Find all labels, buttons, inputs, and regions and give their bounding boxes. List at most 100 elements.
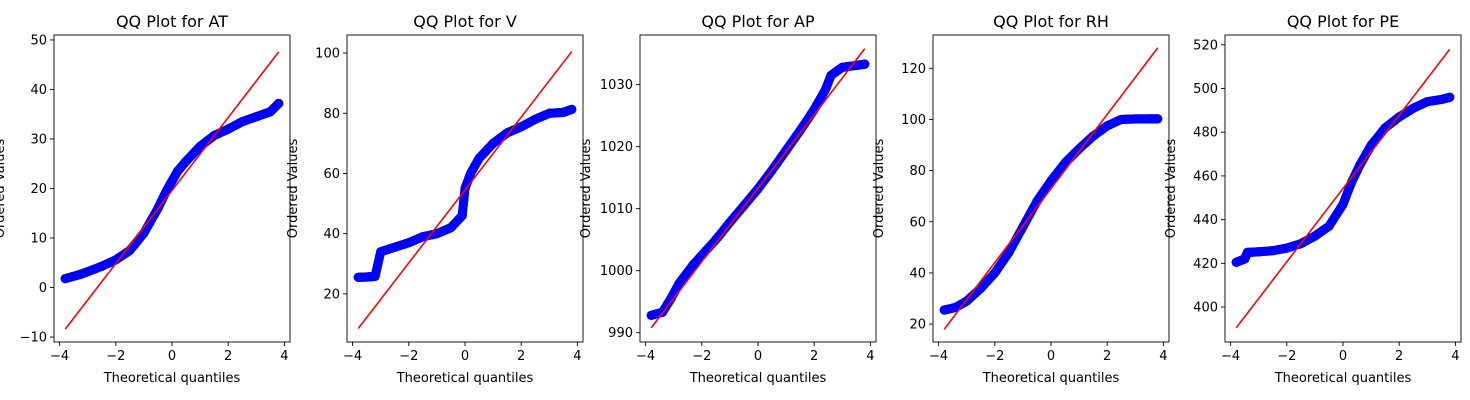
y-tick-label: 60 — [323, 167, 340, 182]
data-point — [820, 84, 831, 95]
data-point — [837, 62, 847, 72]
data-point — [851, 60, 861, 70]
y-axis-label: Ordered Values — [0, 139, 8, 239]
data-point — [432, 229, 442, 239]
data-point — [826, 70, 836, 80]
y-tick-label: 20 — [30, 182, 47, 197]
data-point — [516, 122, 526, 132]
x-tick-label: 0 — [1339, 349, 1347, 364]
data-points — [60, 98, 284, 284]
data-point — [950, 302, 961, 313]
data-point — [1436, 94, 1446, 105]
y-axis-label: Ordered Values — [286, 139, 301, 239]
x-tick-label: 2 — [517, 349, 525, 364]
data-point — [1144, 114, 1154, 124]
data-point — [530, 114, 540, 124]
chart-title: QQ Plot for V — [413, 12, 517, 31]
y-tick-label: 80 — [909, 164, 926, 179]
x-tick-label: 0 — [754, 349, 762, 364]
fit-line — [357, 51, 573, 329]
qq-panel: QQ Plot for AP −4 −2 0 2 4 990 1000 1010 1020 1030… — [579, 12, 877, 386]
y-tick-label: 40 — [909, 266, 926, 281]
qq-panel: QQ Plot for RH −4 −2 0 2 4 20 40 60 80 100 120 Theor… — [872, 12, 1170, 386]
data-point — [173, 166, 183, 176]
data-point — [488, 138, 498, 148]
data-point — [237, 117, 247, 127]
y-axis-label: Ordered Values — [579, 139, 594, 239]
data-point — [567, 104, 577, 114]
data-point — [860, 59, 870, 69]
data-point — [1004, 247, 1014, 258]
y-tick-label: 10 — [30, 232, 47, 247]
fit-line — [943, 47, 1159, 330]
data-point — [1032, 196, 1042, 206]
x-tick-label: −4 — [50, 349, 69, 364]
x-tick-label: 2 — [224, 349, 232, 364]
data-point — [795, 125, 805, 136]
data-point — [1088, 131, 1098, 141]
data-point — [1254, 247, 1264, 257]
data-point — [1324, 221, 1334, 231]
data-point — [558, 107, 568, 117]
x-axis-label: Theoretical quantiles — [1274, 371, 1412, 386]
data-point — [1338, 199, 1348, 209]
data-point — [1422, 97, 1432, 107]
data-point — [418, 232, 428, 242]
x-tick-label: −2 — [1277, 349, 1296, 364]
y-tick-label: 100 — [315, 47, 340, 62]
data-point — [939, 305, 949, 315]
data-point — [725, 217, 735, 227]
data-point — [60, 274, 70, 284]
data-point — [1060, 158, 1070, 168]
chart-title: QQ Plot for AT — [116, 12, 228, 31]
data-point — [265, 107, 275, 117]
y-tick-label: 20 — [909, 318, 926, 333]
y-tick-label: 120 — [901, 62, 926, 77]
y-tick-label: 1030 — [600, 78, 633, 93]
y-tick-label: 1020 — [600, 140, 633, 155]
data-point — [404, 238, 414, 248]
data-point — [446, 223, 456, 233]
x-axis-label: Theoretical quantiles — [103, 371, 241, 386]
x-tick-label: −4 — [1221, 349, 1240, 364]
y-tick-label: 990 — [608, 326, 633, 341]
data-point — [688, 259, 698, 270]
data-points — [1231, 92, 1455, 267]
data-point — [1310, 231, 1320, 241]
data-point — [251, 112, 261, 122]
data-point — [457, 210, 467, 221]
chart-title: QQ Plot for RH — [993, 12, 1109, 31]
y-tick-label: 480 — [1193, 126, 1218, 141]
data-point — [1231, 257, 1241, 267]
y-tick-label: 20 — [323, 287, 340, 302]
chart-title: QQ Plot for AP — [701, 12, 815, 31]
data-point — [646, 310, 656, 320]
data-point — [466, 168, 476, 179]
data-point — [353, 272, 363, 282]
data-point — [474, 153, 484, 163]
y-tick-label: 40 — [323, 227, 340, 242]
data-point — [976, 283, 986, 293]
x-tick-label: 4 — [1159, 349, 1167, 364]
y-tick-label: 40 — [30, 83, 47, 98]
x-tick-label: −2 — [106, 349, 125, 364]
x-tick-label: 0 — [1047, 349, 1055, 364]
x-tick-label: 4 — [573, 349, 581, 364]
x-tick-label: −4 — [929, 349, 948, 364]
x-tick-label: −4 — [636, 349, 655, 364]
x-tick-label: −4 — [343, 349, 362, 364]
data-point — [139, 228, 149, 238]
data-points — [353, 104, 577, 282]
y-tick-label: 500 — [1193, 82, 1218, 97]
y-tick-label: 50 — [30, 33, 47, 48]
data-point — [1116, 114, 1126, 125]
y-tick-label: 400 — [1193, 301, 1218, 316]
data-point — [195, 141, 205, 152]
x-tick-label: −2 — [399, 349, 418, 364]
fit-line — [64, 51, 280, 330]
data-point — [544, 108, 554, 118]
data-point — [990, 268, 1000, 278]
fit-line — [650, 48, 866, 329]
data-points — [939, 114, 1163, 315]
